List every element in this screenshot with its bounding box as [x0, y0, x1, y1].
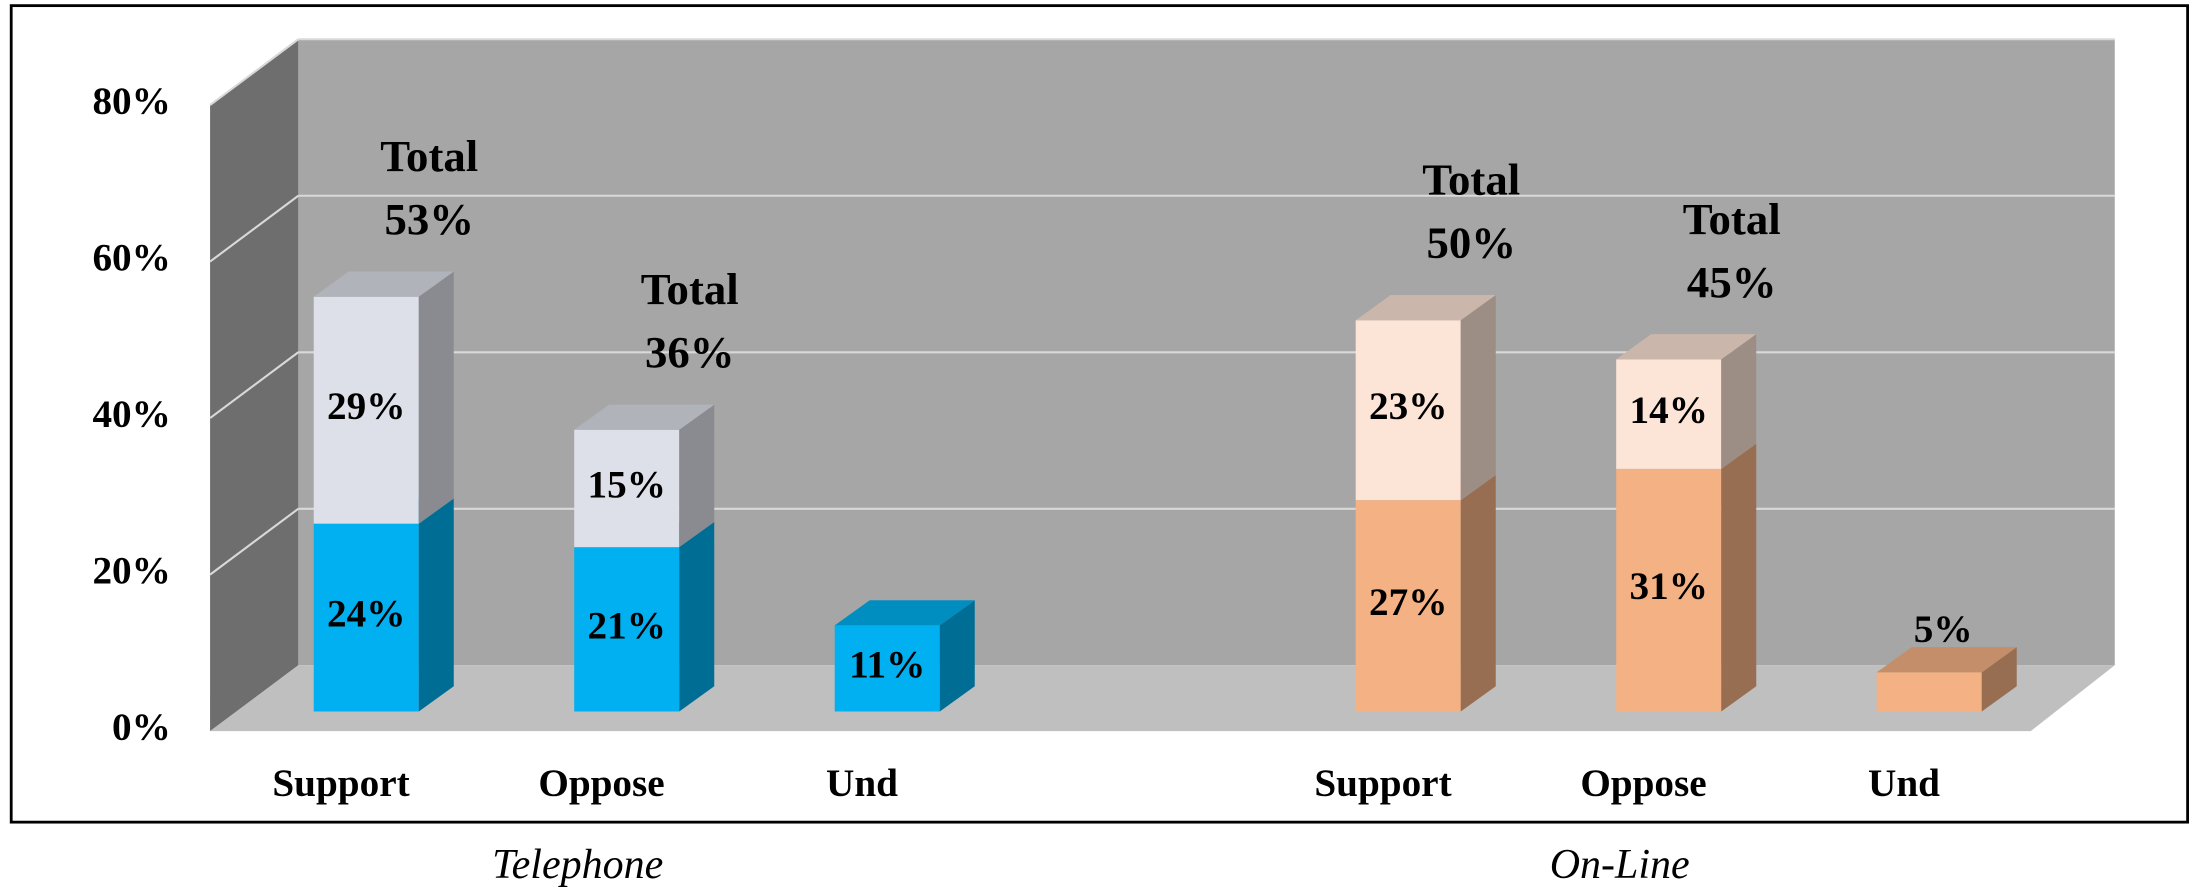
- bar-front: [1876, 672, 1982, 712]
- y-tick-label: 80%: [92, 80, 170, 123]
- value-label: 21%: [588, 604, 666, 647]
- x-tick-label: Und: [826, 762, 898, 805]
- bar-front: [313, 296, 419, 524]
- bar-side: [1460, 295, 1496, 501]
- total-title: Total: [380, 131, 478, 181]
- bar-side: [418, 498, 454, 712]
- grid-line: [209, 507, 299, 576]
- value-label: 5%: [1914, 608, 1973, 651]
- bar-top: [1616, 334, 1757, 360]
- total-title: Total: [641, 264, 739, 314]
- value-label: 11%: [849, 643, 925, 686]
- floor: [210, 665, 2115, 732]
- x-tick-label: Oppose: [538, 762, 664, 805]
- total-label: 53%: [384, 194, 474, 244]
- value-label: 27%: [1369, 581, 1447, 624]
- bar-side: [939, 600, 975, 712]
- x-tick-label: Support: [272, 762, 409, 805]
- bar-side: [1460, 475, 1496, 712]
- y-tick-label: 0%: [112, 706, 171, 749]
- bar-front: [1616, 468, 1722, 712]
- bar-side: [1721, 334, 1757, 469]
- bar-top: [1355, 295, 1496, 321]
- grid-line: [209, 194, 299, 263]
- bar-segment: [1616, 334, 1757, 469]
- bar-segment: [834, 600, 975, 712]
- bar-top: [574, 404, 715, 430]
- grid-line: [209, 38, 299, 106]
- group-label: Telephone: [492, 842, 663, 888]
- bar-side: [418, 271, 454, 524]
- bar-top: [313, 271, 454, 297]
- bar-front: [1616, 359, 1722, 469]
- bar-front: [1355, 320, 1461, 501]
- bar-side: [679, 521, 715, 712]
- bar-side: [1721, 443, 1757, 712]
- x-tick-label: Support: [1314, 762, 1451, 805]
- bar-segment: [313, 271, 454, 524]
- bar-side: [679, 404, 715, 548]
- bar-front: [313, 523, 419, 712]
- grid-line: [209, 351, 299, 419]
- bar-front: [1355, 500, 1461, 712]
- bar-side: [1981, 647, 2017, 712]
- x-tick-label: Oppose: [1580, 762, 1706, 805]
- value-label: 29%: [327, 385, 405, 428]
- value-label: 23%: [1369, 385, 1447, 428]
- bar-segment: [1876, 647, 2017, 712]
- total-title: Total: [1422, 155, 1520, 205]
- value-label: 14%: [1630, 389, 1708, 432]
- x-tick-label: Und: [1868, 762, 1940, 805]
- total-label: 50%: [1426, 218, 1516, 268]
- bar-segment: [574, 404, 715, 548]
- value-label: 15%: [588, 463, 666, 506]
- value-label: 24%: [327, 593, 405, 636]
- bar-top: [834, 600, 975, 626]
- value-label: 31%: [1630, 565, 1708, 608]
- y-tick-label: 60%: [92, 237, 170, 280]
- bar-front: [574, 429, 680, 548]
- bar-front: [574, 547, 680, 712]
- total-title: Total: [1683, 194, 1781, 244]
- y-tick-label: 40%: [92, 393, 170, 436]
- y-tick-label: 20%: [92, 550, 170, 593]
- bar-front: [834, 625, 940, 712]
- total-label: 36%: [645, 327, 735, 377]
- bar-top: [1876, 647, 2017, 673]
- group-label: On-Line: [1550, 842, 1690, 888]
- total-label: 45%: [1687, 257, 1777, 307]
- bar-segment: [1355, 295, 1496, 501]
